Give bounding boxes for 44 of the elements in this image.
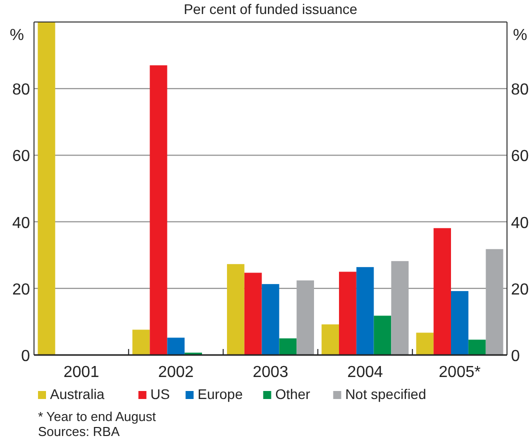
bar [226, 264, 244, 355]
y2-tick-label: 60 [511, 148, 529, 166]
legend-label: Other [275, 386, 311, 402]
y-tick-label: 40 [12, 214, 30, 232]
bar [391, 261, 409, 355]
bar [150, 65, 168, 355]
legend-label: US [150, 386, 170, 402]
bar [450, 291, 468, 355]
x-tick-label: 2001 [64, 364, 100, 381]
chart-title: Per cent of funded issuance [184, 1, 358, 17]
y-tick-label: 80 [12, 82, 30, 99]
y2-tick-label: 0 [511, 348, 520, 365]
bar [486, 249, 504, 355]
bar [416, 332, 434, 355]
y2-tick-label: 40 [511, 214, 529, 232]
y-tick-label: 0 [21, 348, 30, 365]
x-tick-label: 2003 [252, 364, 288, 381]
y-axis-title: % [10, 27, 24, 44]
x-tick-label: 2004 [347, 364, 383, 381]
legend-label: Europe [198, 386, 243, 402]
x-tick-label: 2002 [158, 364, 194, 381]
bar [296, 280, 314, 355]
y-tick-label: 20 [12, 281, 30, 298]
legend-label: Not specified [345, 386, 426, 402]
source-note: Sources: RBA [38, 424, 120, 439]
text: * Year to end August [38, 409, 156, 424]
legend-label: Australia [50, 386, 105, 402]
bar [322, 324, 339, 355]
bar [38, 22, 56, 355]
bar [132, 330, 150, 355]
bar [167, 338, 185, 355]
bar [434, 228, 451, 355]
y2-axis-title: % [513, 27, 528, 44]
bar [338, 272, 356, 355]
y2-tick-label: 80 [511, 82, 529, 99]
bar [374, 316, 392, 355]
bar [356, 267, 374, 355]
bar [262, 284, 280, 355]
x-tick-label: 2005* [438, 364, 481, 381]
bar [244, 272, 262, 355]
bar [468, 340, 486, 355]
y-tick-label: 60 [12, 148, 30, 166]
y2-tick-label: 20 [511, 281, 529, 298]
bar [279, 338, 297, 355]
